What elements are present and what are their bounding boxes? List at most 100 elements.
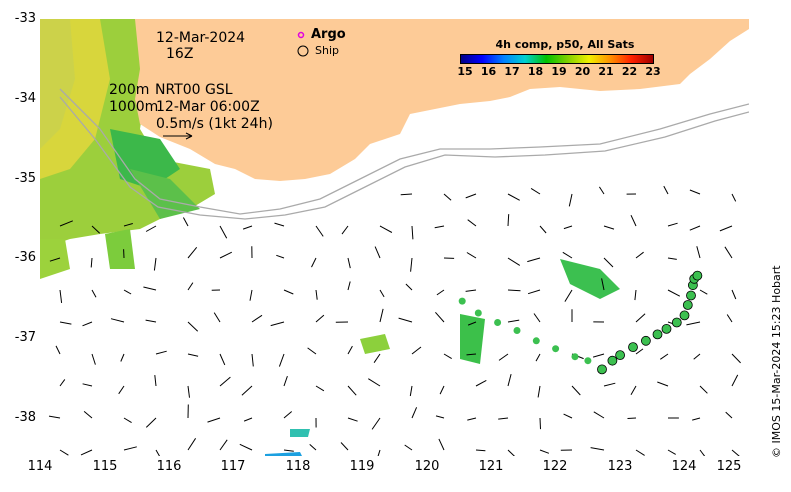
- current-arrow: [187, 246, 198, 259]
- lon-tick: 116: [156, 459, 182, 474]
- isobath-lines: [59, 88, 749, 220]
- contour-time-label: 12-Mar 06:00Z: [156, 99, 260, 115]
- current-arrow: [307, 347, 317, 355]
- current-arrow: [593, 411, 605, 419]
- current-arrow: [436, 289, 445, 296]
- current-arrow: [145, 319, 157, 323]
- current-arrow: [731, 353, 741, 364]
- colorbar-title: 4h comp, p50, All Sats: [495, 38, 635, 51]
- current-arrow: [507, 193, 520, 201]
- ship-position: [661, 323, 672, 334]
- current-arrow: [153, 257, 157, 271]
- current-arrow: [251, 353, 254, 367]
- current-arrow: [315, 289, 318, 300]
- drifter-position: [458, 297, 466, 305]
- current-arrow: [309, 444, 317, 451]
- current-arrow: [207, 417, 221, 423]
- current-arrow: [507, 214, 510, 227]
- current-arrow: [563, 225, 573, 230]
- current-arrow: [667, 257, 677, 260]
- ship-position: [597, 364, 607, 375]
- current-arrow: [311, 257, 317, 268]
- current-arrow: [537, 385, 541, 398]
- current-arrow: [635, 449, 645, 456]
- current-arrow: [283, 375, 288, 387]
- current-arrow: [627, 417, 637, 419]
- current-arrow: [443, 193, 452, 201]
- time-label: 16Z: [166, 46, 194, 62]
- current-arrow: [145, 225, 157, 232]
- current-arrow: [635, 251, 644, 259]
- current-arrow: [731, 374, 739, 387]
- current-arrow: [123, 289, 132, 295]
- lon-tick: 124: [671, 459, 697, 474]
- current-arrow: [603, 257, 614, 268]
- ship-position: [652, 329, 663, 340]
- current-arrow: [411, 407, 418, 419]
- lon-tick: 121: [478, 459, 504, 474]
- current-arrow: [341, 225, 349, 235]
- current-arrow: [404, 444, 413, 451]
- current-arrow: [726, 314, 733, 323]
- drifter-position: [584, 357, 592, 365]
- drifter-position: [513, 327, 521, 334]
- current-arrow: [686, 321, 701, 326]
- current-arrow: [533, 313, 541, 323]
- current-arrow: [187, 438, 197, 451]
- ship-position: [607, 355, 618, 366]
- current-arrow: [347, 345, 353, 355]
- current-arrow: [603, 382, 616, 387]
- lat-tick: -36: [14, 250, 36, 265]
- current-arrow: [90, 257, 93, 268]
- current-arrow: [219, 376, 231, 387]
- current-arrow: [182, 217, 189, 227]
- current-arrow: [143, 286, 157, 291]
- current-arrow: [154, 375, 157, 387]
- current-arrow: [315, 385, 325, 392]
- current-arrow: [120, 353, 125, 362]
- current-arrow: [219, 439, 228, 451]
- current-arrow: [59, 220, 73, 227]
- current-arrow: [377, 449, 381, 456]
- current-arrow: [539, 225, 547, 234]
- current-arrow: [187, 353, 199, 357]
- current-arrow: [467, 219, 477, 227]
- current-arrow: [410, 257, 413, 272]
- ship-track: [458, 270, 703, 375]
- current-arrow: [59, 289, 63, 303]
- current-arrow: [699, 449, 706, 456]
- current-arrow: [374, 246, 381, 259]
- current-arrow: [371, 417, 381, 430]
- argo-marker-icon: [297, 31, 305, 38]
- scale-arrow: [163, 132, 193, 140]
- current-arrow: [592, 353, 605, 358]
- current-arrow: [731, 289, 737, 300]
- current-arrow: [498, 417, 509, 420]
- current-arrow: [562, 251, 573, 259]
- current-arrow: [657, 381, 669, 387]
- current-arrow: [239, 443, 253, 451]
- current-arrow: [435, 311, 445, 323]
- colorbar-tick: 22: [621, 65, 638, 78]
- current-arrow: [689, 189, 701, 195]
- current-arrow: [692, 417, 701, 421]
- ship-label: Ship: [315, 44, 339, 57]
- current-arrow: [564, 289, 573, 302]
- colorbar: [460, 54, 654, 64]
- current-arrow: [274, 222, 285, 227]
- depth-1000-label: 1000m: [109, 99, 159, 115]
- current-arrow: [635, 313, 646, 323]
- current-arrow: [283, 411, 293, 419]
- current-arrow: [663, 185, 669, 195]
- current-arrow: [719, 225, 733, 232]
- current-arrow: [539, 449, 550, 454]
- current-arrow: [243, 417, 253, 422]
- current-arrow: [530, 187, 541, 195]
- colorbar-tick: 17: [504, 65, 520, 78]
- current-arrow: [498, 353, 509, 361]
- lon-tick: 117: [220, 459, 246, 474]
- current-arrow: [660, 353, 669, 360]
- current-arrow: [82, 383, 93, 387]
- current-arrow: [219, 225, 228, 239]
- ship-position: [641, 335, 651, 346]
